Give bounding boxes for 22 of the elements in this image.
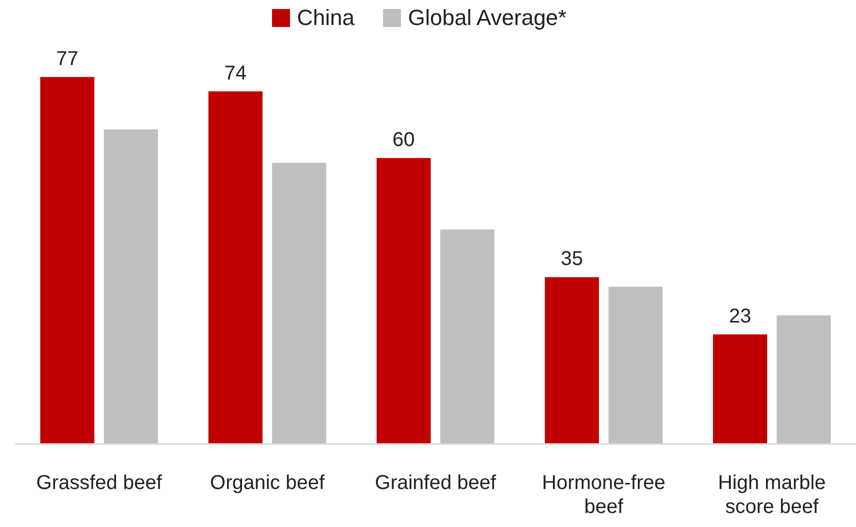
bar bbox=[208, 91, 263, 444]
x-tick-label: Organic beef bbox=[210, 472, 325, 494]
bar bbox=[440, 230, 494, 444]
x-tick-label: High marble score beef bbox=[718, 472, 826, 518]
bar bbox=[713, 334, 768, 444]
bar bbox=[376, 158, 431, 444]
x-tick-label: Grassfed beef bbox=[36, 472, 162, 494]
data-label: 23 bbox=[728, 305, 752, 328]
bar bbox=[104, 129, 158, 444]
bar bbox=[544, 277, 599, 444]
bar bbox=[272, 162, 326, 444]
data-label: 60 bbox=[392, 129, 415, 152]
bar bbox=[40, 77, 94, 444]
x-tick-label: Hormone-free beef bbox=[542, 472, 666, 518]
data-label: 77 bbox=[56, 48, 78, 70]
data-label: 35 bbox=[560, 248, 584, 270]
bar bbox=[608, 286, 663, 444]
data-label: 74 bbox=[224, 62, 247, 84]
bar bbox=[776, 315, 831, 444]
legend-label: Global Average* bbox=[408, 5, 568, 30]
legend-label: China bbox=[297, 5, 356, 30]
x-tick-label: Grainfed beef bbox=[374, 472, 497, 494]
